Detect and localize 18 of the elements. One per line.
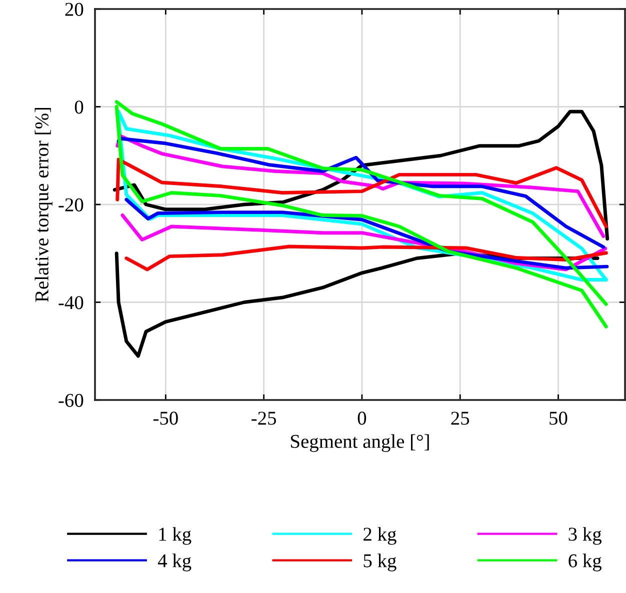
x-tick-label: -25 [252,412,276,425]
y-tick-label: -20 [58,198,84,212]
y-tick-label: -40 [58,296,84,310]
x-tick-label: 50 [550,412,568,425]
x-tick-label: 0 [358,412,366,425]
legend-label: 6 kg [568,554,602,572]
y-tick-label: -60 [58,394,84,407]
x-tick-label: -50 [153,412,178,425]
legend-label: 2 kg [364,527,396,545]
y-axis-title: Relative torque error [%] [34,108,52,302]
legend-label: 4 kg [158,554,192,572]
legend-label: 3 kg [568,527,602,545]
x-tick-label: 25 [451,412,470,425]
x-axis-title: Segment angle [°] [291,434,429,452]
legend-label: 1 kg [159,527,192,545]
legend-label: 5 kg [364,554,396,572]
y-tick-label: 20 [65,2,84,16]
y-tick-label: 0 [74,100,84,114]
